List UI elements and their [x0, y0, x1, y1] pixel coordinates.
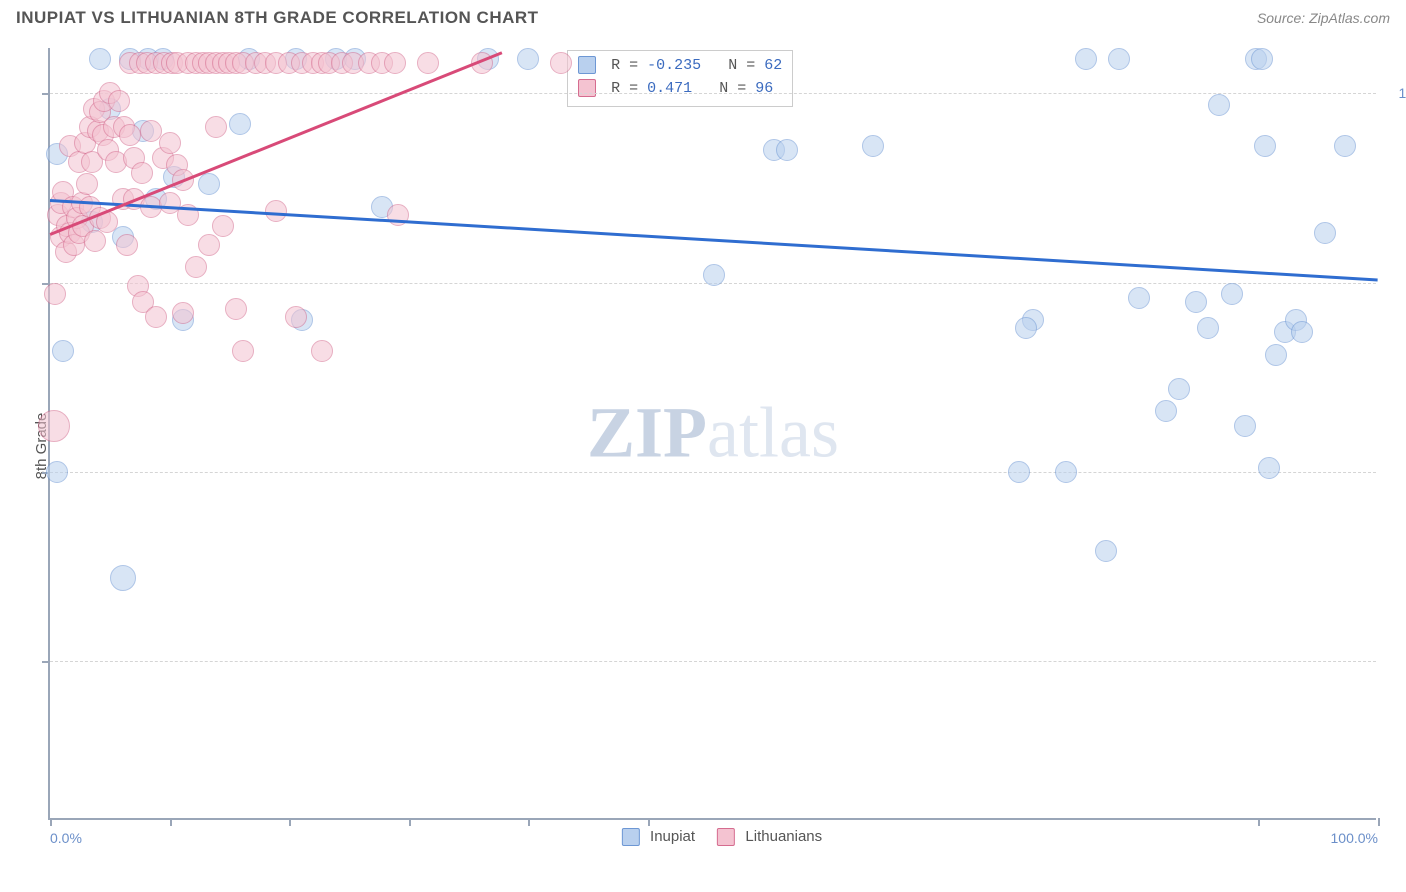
scatter-point-lithuanians [131, 162, 153, 184]
legend-swatch-inupiat [622, 828, 640, 846]
gridline [50, 661, 1376, 662]
scatter-point-lithuanians [225, 298, 247, 320]
scatter-point-lithuanians [417, 52, 439, 74]
scatter-point-lithuanians [116, 234, 138, 256]
scatter-point-inupiat [1128, 287, 1150, 309]
scatter-point-inupiat [1075, 48, 1097, 70]
scatter-plot-area: ZIPatlas R = -0.235 N = 62 R = 0.471 N =… [48, 48, 1376, 820]
scatter-point-inupiat [1197, 317, 1219, 339]
x-tick [648, 818, 650, 826]
scatter-point-inupiat [1055, 461, 1077, 483]
scatter-point-inupiat [1334, 135, 1356, 157]
chart-title: INUPIAT VS LITHUANIAN 8TH GRADE CORRELAT… [16, 8, 539, 27]
scatter-point-inupiat [1008, 461, 1030, 483]
y-tick-label: 97.5% [1386, 275, 1406, 291]
scatter-point-inupiat [110, 565, 136, 591]
x-tick [170, 818, 172, 826]
scatter-point-inupiat [1208, 94, 1230, 116]
gridline [50, 472, 1376, 473]
scatter-point-inupiat [1265, 344, 1287, 366]
scatter-point-inupiat [1234, 415, 1256, 437]
scatter-point-inupiat [52, 340, 74, 362]
x-tick [409, 818, 411, 826]
scatter-point-inupiat [229, 113, 251, 135]
scatter-point-lithuanians [108, 90, 130, 112]
scatter-point-lithuanians [84, 230, 106, 252]
scatter-point-lithuanians [550, 52, 572, 74]
scatter-point-inupiat [1258, 457, 1280, 479]
scatter-point-inupiat [517, 48, 539, 70]
scatter-point-lithuanians [311, 340, 333, 362]
scatter-point-inupiat [862, 135, 884, 157]
scatter-point-lithuanians [384, 52, 406, 74]
y-tick-label: 92.5% [1386, 653, 1406, 669]
series-legend: Inupiat Lithuanians [604, 828, 822, 846]
scatter-point-lithuanians [198, 234, 220, 256]
scatter-point-inupiat [1314, 222, 1336, 244]
x-tick [528, 818, 530, 826]
watermark: ZIPatlas [587, 392, 839, 475]
x-tick-label: 0.0% [50, 830, 82, 846]
scatter-point-lithuanians [232, 340, 254, 362]
source-attribution: Source: ZipAtlas.com [1257, 10, 1390, 26]
legend-label: Inupiat [650, 828, 695, 845]
scatter-point-lithuanians [119, 124, 141, 146]
scatter-point-inupiat [1155, 400, 1177, 422]
scatter-point-lithuanians [38, 410, 70, 442]
legend-label: Lithuanians [745, 828, 822, 845]
legend-swatch-lithuanians [717, 828, 735, 846]
scatter-point-inupiat [1168, 378, 1190, 400]
scatter-point-inupiat [1221, 283, 1243, 305]
scatter-point-lithuanians [212, 215, 234, 237]
scatter-point-inupiat [1291, 321, 1313, 343]
scatter-point-lithuanians [185, 256, 207, 278]
x-tick [1258, 818, 1260, 826]
scatter-point-inupiat [1108, 48, 1130, 70]
x-tick [289, 818, 291, 826]
scatter-point-lithuanians [172, 302, 194, 324]
legend-row-inupiat: R = -0.235 N = 62 [578, 55, 782, 78]
scatter-point-inupiat [1095, 540, 1117, 562]
scatter-point-lithuanians [145, 306, 167, 328]
scatter-point-lithuanians [285, 306, 307, 328]
x-tick [50, 818, 52, 826]
scatter-point-inupiat [1251, 48, 1273, 70]
legend-swatch-inupiat [578, 56, 596, 74]
y-tick-label: 95.0% [1386, 464, 1406, 480]
scatter-point-inupiat [198, 173, 220, 195]
scatter-point-lithuanians [265, 200, 287, 222]
x-tick-label: 100.0% [1331, 830, 1378, 846]
scatter-point-inupiat [1185, 291, 1207, 313]
scatter-point-lithuanians [76, 173, 98, 195]
scatter-point-inupiat [1015, 317, 1037, 339]
legend-row-lithuanians: R = 0.471 N = 96 [578, 78, 782, 101]
scatter-point-inupiat [46, 461, 68, 483]
scatter-point-lithuanians [44, 283, 66, 305]
scatter-point-lithuanians [205, 116, 227, 138]
scatter-point-inupiat [1254, 135, 1276, 157]
scatter-point-inupiat [703, 264, 725, 286]
y-tick-label: 100.0% [1386, 85, 1406, 101]
scatter-point-lithuanians [159, 132, 181, 154]
correlation-stats-legend: R = -0.235 N = 62 R = 0.471 N = 96 [567, 50, 793, 107]
scatter-point-inupiat [776, 139, 798, 161]
x-tick [1378, 818, 1380, 826]
gridline [50, 93, 1376, 94]
scatter-point-inupiat [89, 48, 111, 70]
